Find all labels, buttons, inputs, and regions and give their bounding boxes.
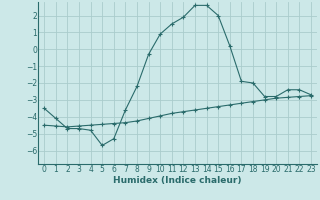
- X-axis label: Humidex (Indice chaleur): Humidex (Indice chaleur): [113, 176, 242, 185]
